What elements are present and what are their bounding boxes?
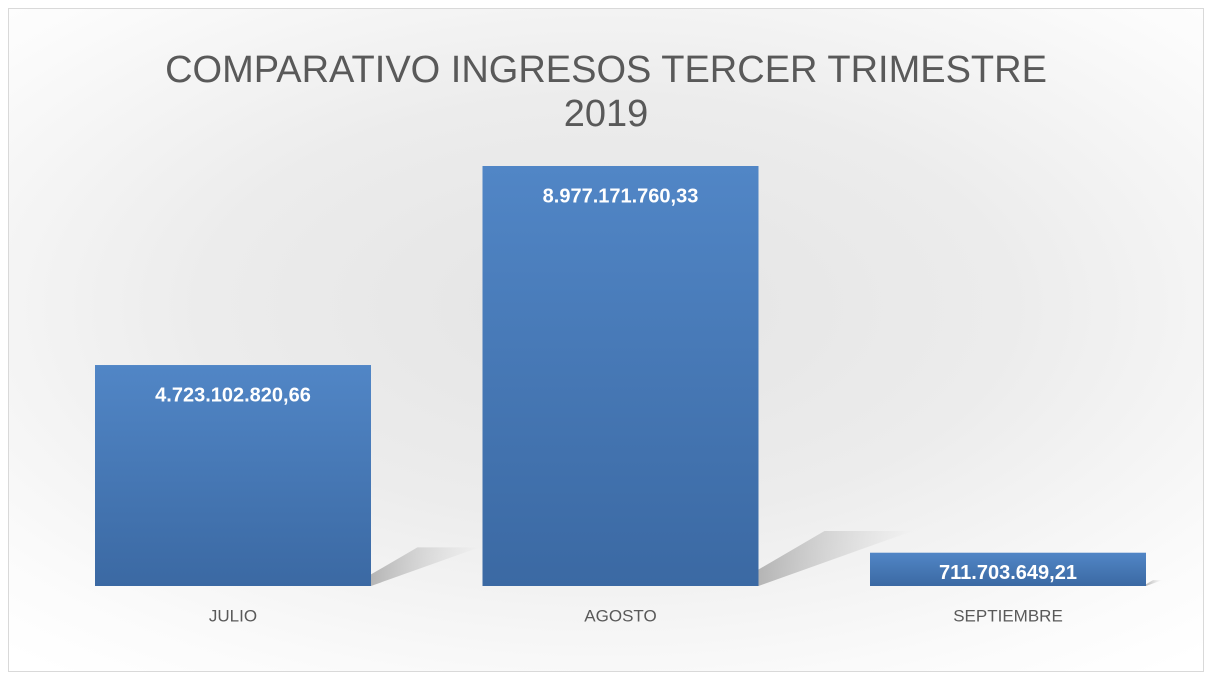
bar-shadow — [371, 547, 480, 586]
bar-shadow — [758, 531, 913, 586]
bar — [870, 552, 1146, 586]
bar-shadow — [1146, 580, 1163, 586]
data-label: 8.977.171.760,33 — [543, 185, 699, 207]
x-tick-label: SEPTIEMBRE — [953, 606, 1063, 625]
bar — [482, 166, 759, 586]
x-tick-label: AGOSTO — [584, 606, 656, 625]
chart-title: COMPARATIVO INGRESOS TERCER TRIMESTRE 20… — [165, 49, 1047, 135]
data-label: 4.723.102.820,66 — [155, 384, 311, 406]
data-label: 711.703.649,21 — [939, 562, 1077, 584]
x-tick-label: JULIO — [209, 606, 257, 625]
bar — [95, 365, 371, 586]
